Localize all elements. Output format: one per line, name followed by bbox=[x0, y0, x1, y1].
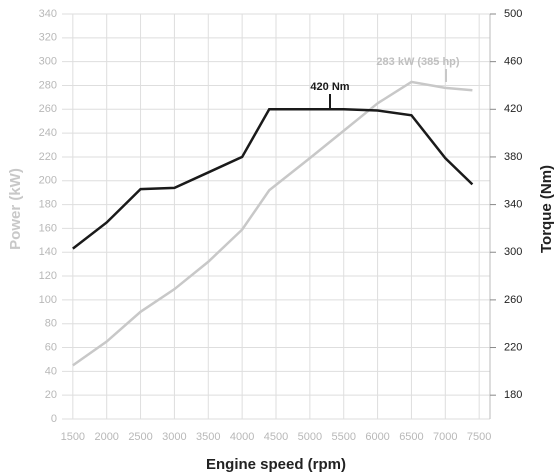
y-tick-label: 20 bbox=[45, 389, 57, 401]
series-line bbox=[72, 80, 473, 367]
y-tick-label: 0 bbox=[51, 413, 57, 425]
x-tick-label: 5000 bbox=[298, 431, 322, 443]
y-tick-label: 300 bbox=[39, 56, 57, 68]
x-tick-label: 3500 bbox=[196, 431, 220, 443]
y-tick-label: 180 bbox=[39, 198, 57, 210]
y-tick-label: 40 bbox=[45, 365, 57, 377]
x-tick-label: 5500 bbox=[331, 431, 355, 443]
annotation: 420 Nm bbox=[310, 81, 349, 93]
y2-tick-label: 260 bbox=[504, 294, 522, 306]
y2-tick-label: 180 bbox=[504, 389, 522, 401]
x-tick-label: 7000 bbox=[433, 431, 457, 443]
x-tick-label: 6000 bbox=[365, 431, 389, 443]
x-tick-label: 4500 bbox=[264, 431, 288, 443]
y2-axis-label: Torque (Nm) bbox=[538, 165, 555, 253]
x-tick-label: 1500 bbox=[61, 431, 85, 443]
y-axis-label: Power (kW) bbox=[7, 168, 24, 250]
series-line bbox=[72, 108, 474, 250]
y-tick-label: 320 bbox=[39, 32, 57, 44]
y-tick-label: 280 bbox=[39, 79, 57, 91]
y2-tick-label: 300 bbox=[504, 246, 522, 258]
x-tick-label: 2000 bbox=[94, 431, 118, 443]
y-tick-label: 120 bbox=[39, 270, 57, 282]
annotation: 283 kW (385 hp) bbox=[376, 56, 459, 68]
y2-tick-label: 460 bbox=[504, 56, 522, 68]
y-tick-label: 340 bbox=[39, 8, 57, 20]
x-tick-label: 7500 bbox=[467, 431, 491, 443]
y2-tick-label: 220 bbox=[504, 341, 522, 353]
y-tick-label: 80 bbox=[45, 318, 57, 330]
y-tick-label: 220 bbox=[39, 151, 57, 163]
x-tick-label: 2500 bbox=[128, 431, 152, 443]
y-tick-label: 200 bbox=[39, 175, 57, 187]
y-tick-label: 60 bbox=[45, 341, 57, 353]
x-axis-label: Engine speed (rpm) bbox=[206, 456, 346, 473]
x-tick-label: 4000 bbox=[230, 431, 254, 443]
y2-tick-label: 500 bbox=[504, 8, 522, 20]
x-tick-label: 6500 bbox=[399, 431, 423, 443]
y-tick-label: 140 bbox=[39, 246, 57, 258]
y-tick-label: 240 bbox=[39, 127, 57, 139]
y-tick-label: 100 bbox=[39, 294, 57, 306]
x-tick-label: 3000 bbox=[162, 431, 186, 443]
y-tick-label: 160 bbox=[39, 222, 57, 234]
y2-tick-label: 420 bbox=[504, 103, 522, 115]
y2-tick-label: 380 bbox=[504, 151, 522, 163]
y-tick-label: 260 bbox=[39, 103, 57, 115]
y2-tick-label: 340 bbox=[504, 198, 522, 210]
